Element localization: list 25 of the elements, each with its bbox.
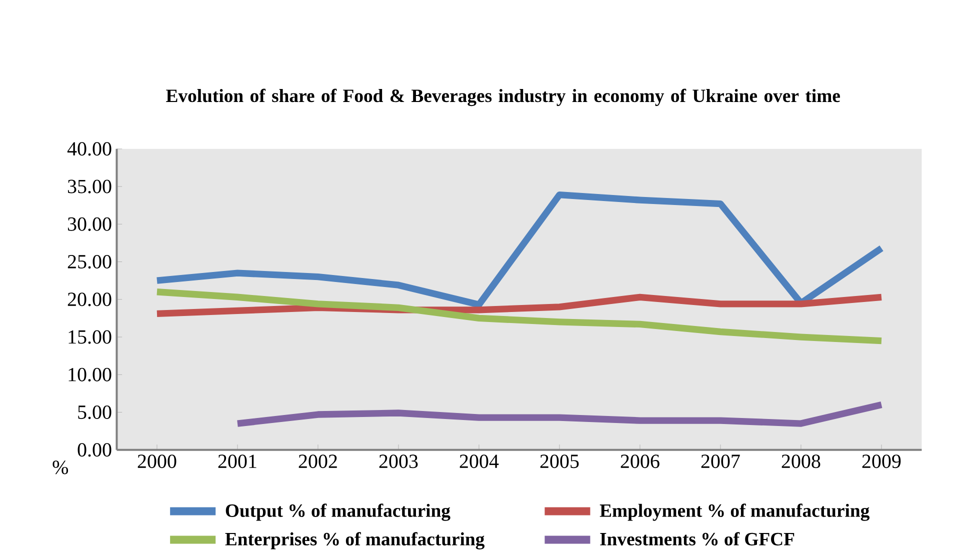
- y-tick-label: 25.00: [68, 254, 112, 269]
- x-tick-label: 2007: [701, 454, 740, 468]
- y-tick-label: 0.00: [78, 443, 112, 457]
- y-tick-label: 5.00: [78, 405, 112, 420]
- y-axis-title: %: [52, 460, 68, 474]
- y-tick-label: 10.00: [68, 368, 112, 382]
- y-tick-label: 35.00: [68, 180, 112, 194]
- legend-label: Output % of manufacturing: [226, 504, 450, 521]
- x-tick-label: 2000: [138, 454, 176, 468]
- y-tick-label: 40.00: [67, 142, 112, 156]
- legend-label: Employment % of manufacturing: [600, 504, 870, 521]
- x-tick-label: 2009: [862, 454, 901, 468]
- x-tick-label: 2005: [540, 454, 579, 468]
- x-tick-label: 2003: [379, 454, 418, 468]
- y-tick-label: 30.00: [68, 217, 112, 231]
- legend-label: Enterprises % of manufacturing: [225, 532, 485, 550]
- legend-label: Investments % of GFCF: [600, 532, 794, 546]
- y-tick-label: 20.00: [68, 292, 112, 306]
- x-tick-label: 2008: [782, 454, 820, 468]
- chart-title: Evolution of share of Food & Beverages industry in economy of Ukraine over time: [166, 88, 840, 106]
- y-tick-label: 15.00: [68, 330, 112, 344]
- x-tick-label: 2001: [218, 454, 256, 468]
- x-tick-label: 2004: [460, 454, 499, 468]
- x-tick-label: 2002: [298, 454, 337, 468]
- x-tick-label: 2006: [620, 454, 660, 468]
